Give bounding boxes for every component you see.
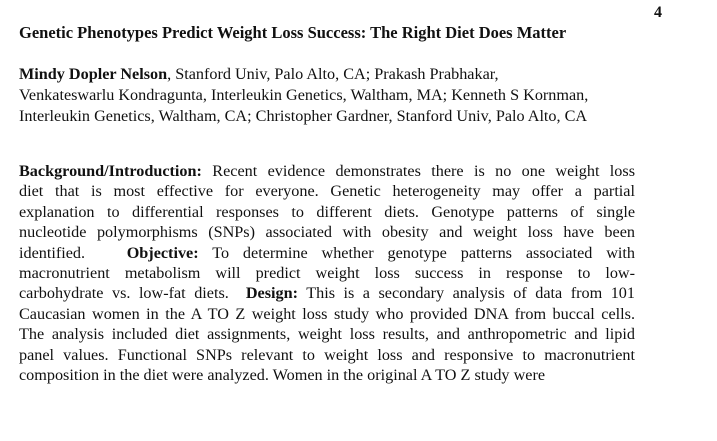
abstract-line-1: Background/Introduction: Recent evidence… bbox=[19, 161, 635, 181]
abstract-line-4: nucleotide polymorphisms (SNPs) associat… bbox=[19, 223, 635, 242]
abstract-body: Background/Introduction: Recent evidence… bbox=[19, 161, 635, 385]
background-label: Background/Introduction: bbox=[19, 162, 202, 180]
abstract-line-7-text: This is a secondary analysis of data fro… bbox=[298, 284, 635, 303]
abstract-line-5-start: identified. bbox=[19, 243, 86, 262]
abstract-line-6: macronutrient metabolism will predict we… bbox=[19, 264, 635, 283]
abstract-line-9: The analysis included diet assignments, … bbox=[19, 325, 635, 344]
objective-label: Objective: bbox=[126, 243, 199, 262]
abstract-line-10: panel values. Functional SNPs relevant t… bbox=[19, 345, 635, 364]
abstract-line-7-start: carbohydrate vs. low-fat diets. bbox=[19, 284, 229, 303]
design-label: Design: bbox=[245, 284, 298, 303]
abstract-line-3: explanation to differential responses to… bbox=[19, 202, 635, 221]
page-number: 4 bbox=[654, 4, 662, 21]
abstract-line-5-text: To determine whether genotype patterns a… bbox=[198, 243, 636, 262]
first-author: Mindy Dopler Nelson bbox=[19, 65, 168, 83]
author-line-1-rest: , Stanford Univ, Palo Alto, CA; Prakash … bbox=[167, 65, 499, 83]
author-line-1: Mindy Dopler Nelson, Stanford Univ, Palo… bbox=[19, 64, 659, 85]
abstract-line-5: identified. Objective: To determine whet… bbox=[19, 243, 635, 263]
abstract-line-8: Caucasian women in the A TO Z weight los… bbox=[19, 304, 635, 323]
abstract-line-11: composition in the diet were analyzed. W… bbox=[19, 366, 546, 385]
author-line-3: Interleukin Genetics, Waltham, CA; Chris… bbox=[19, 107, 588, 125]
abstract-line-1-text: Recent evidence demonstrates there is no… bbox=[201, 162, 635, 180]
author-list: Mindy Dopler Nelson, Stanford Univ, Palo… bbox=[19, 64, 659, 127]
paper-title: Genetic Phenotypes Predict Weight Loss S… bbox=[19, 23, 567, 42]
abstract-line-7: carbohydrate vs. low-fat diets. Design: … bbox=[19, 283, 635, 303]
abstract-line-2: diet that is most effective for everyone… bbox=[19, 182, 635, 201]
author-line-2: Venkateswarlu Kondragunta, Interleukin G… bbox=[19, 86, 589, 104]
